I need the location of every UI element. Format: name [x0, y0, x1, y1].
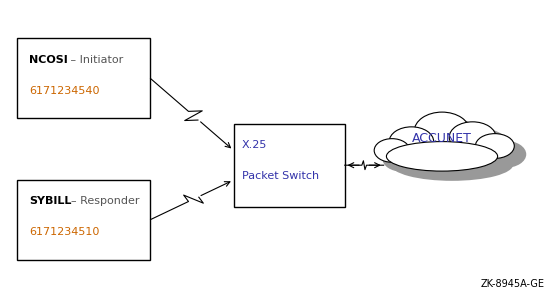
Ellipse shape	[386, 142, 498, 171]
Text: SYBILL: SYBILL	[29, 196, 71, 206]
FancyBboxPatch shape	[17, 38, 150, 118]
Text: Packet Switch: Packet Switch	[242, 171, 319, 181]
FancyBboxPatch shape	[17, 180, 150, 260]
Ellipse shape	[391, 148, 513, 181]
Text: ZK-8945A-GE: ZK-8945A-GE	[481, 279, 545, 289]
Text: – Initiator: – Initiator	[67, 55, 123, 65]
Ellipse shape	[421, 118, 483, 160]
Text: 6171234540: 6171234540	[29, 86, 100, 96]
Ellipse shape	[449, 122, 496, 153]
Ellipse shape	[414, 112, 470, 150]
Text: NCOSI: NCOSI	[29, 55, 68, 65]
Text: ACCUNET: ACCUNET	[412, 132, 472, 145]
Text: 6171234510: 6171234510	[29, 227, 100, 237]
Text: X.25: X.25	[242, 140, 267, 150]
Ellipse shape	[389, 127, 434, 156]
Ellipse shape	[457, 129, 508, 162]
Ellipse shape	[374, 139, 410, 162]
Ellipse shape	[484, 141, 527, 168]
FancyBboxPatch shape	[234, 124, 345, 206]
Ellipse shape	[397, 134, 446, 166]
Ellipse shape	[383, 146, 421, 172]
Text: – Responder: – Responder	[71, 196, 139, 206]
Ellipse shape	[475, 134, 514, 158]
